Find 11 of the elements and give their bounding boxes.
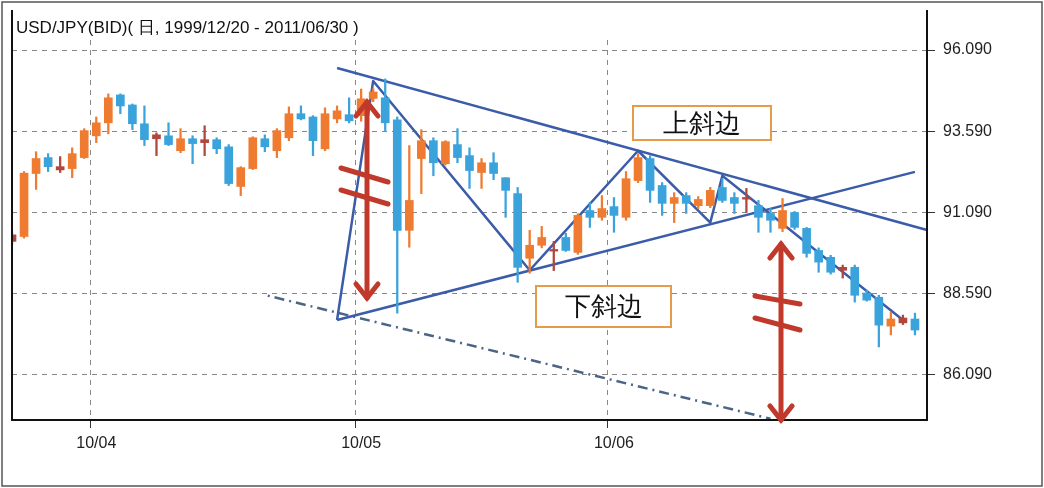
x-tick-label: 10/05 xyxy=(341,434,382,452)
chart-title: USD/JPY(BID)( 日, 1999/12/20 - 2011/06/30 ) xyxy=(16,17,359,39)
y-tick-label: 91.090 xyxy=(943,202,993,220)
y-tick-label: 88.590 xyxy=(943,284,993,302)
y-tick-label: 93.590 xyxy=(943,121,993,139)
y-tick-label: 96.090 xyxy=(943,40,993,58)
annotation: 下斜边 xyxy=(535,285,672,328)
annotation: 上斜边 xyxy=(632,105,772,141)
x-tick-label: 10/06 xyxy=(593,434,635,452)
y-tick-label: 86.090 xyxy=(943,365,993,383)
x-tick-label: 10/04 xyxy=(76,434,117,452)
